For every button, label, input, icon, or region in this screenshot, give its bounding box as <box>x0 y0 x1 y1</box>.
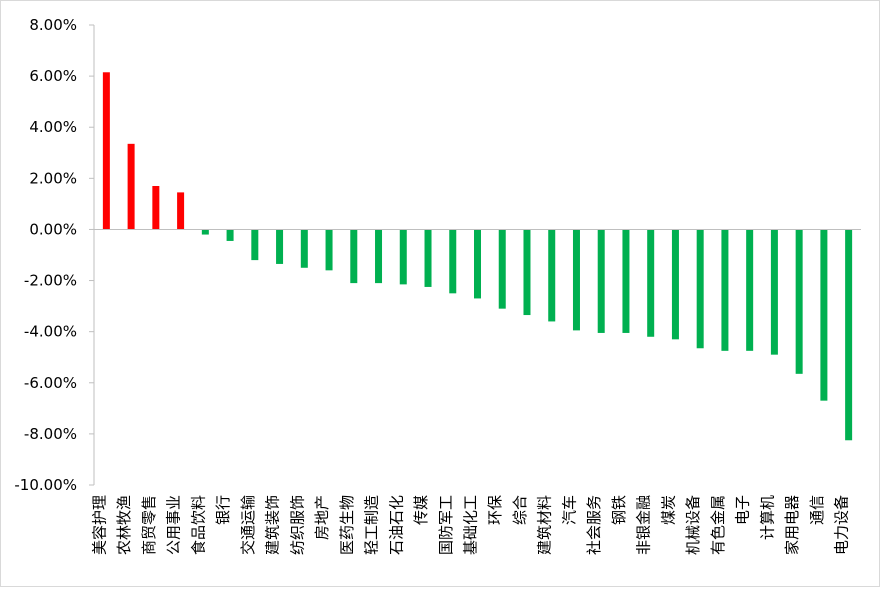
x-tick-label: 钢铁 <box>610 495 628 525</box>
bar-非银金融 <box>647 229 655 337</box>
bar-食品饮料 <box>201 229 209 235</box>
bar-环保 <box>498 229 506 309</box>
bar-银行 <box>226 229 234 241</box>
y-tick-label: -10.00% <box>14 476 77 494</box>
x-tick-label: 公用事业 <box>165 495 183 555</box>
y-axis: 8.00% 6.00% 4.00% 2.00% 0.00% -2.00% -4.00% -6.… <box>14 16 95 494</box>
x-tick-label: 商贸零售 <box>140 495 158 555</box>
x-tick-label: 家用电器 <box>783 495 801 555</box>
x-tick-label: 建筑装饰 <box>264 495 282 555</box>
x-tick-label: 基础化工 <box>462 495 480 555</box>
bar-房地产 <box>325 229 333 271</box>
y-tick-label: 4.00% <box>29 118 77 136</box>
bar-美容护理 <box>102 72 110 230</box>
x-tick-label: 银行 <box>214 495 232 525</box>
x-tick-label: 机械设备 <box>684 495 702 555</box>
bar-煤炭 <box>671 229 679 340</box>
x-tick-label: 建筑材料 <box>536 495 554 555</box>
bar-通信 <box>820 229 828 401</box>
y-tick-label: -8.00% <box>24 425 77 443</box>
x-tick-label: 房地产 <box>313 495 331 540</box>
x-tick-label: 环保 <box>486 495 504 525</box>
x-tick-label: 电子 <box>734 495 752 525</box>
x-tick-label: 轻工制造 <box>363 495 381 555</box>
x-tick-label: 汽车 <box>560 495 578 525</box>
bar-农林牧渔 <box>127 143 135 230</box>
bar-医药生物 <box>350 229 358 284</box>
bar-建筑材料 <box>548 229 556 322</box>
x-tick-label: 社会服务 <box>585 495 603 555</box>
bar-国防军工 <box>449 229 457 294</box>
bar-综合 <box>523 229 531 316</box>
x-tick-label: 电力设备 <box>833 495 851 555</box>
x-tick-label: 非银金融 <box>635 495 653 555</box>
bar-社会服务 <box>597 229 605 333</box>
x-tick-label: 计算机 <box>758 495 776 540</box>
bar-传媒 <box>424 229 432 287</box>
bars <box>102 72 853 441</box>
y-tick-label: -4.00% <box>24 323 77 341</box>
y-tick-label: -2.00% <box>24 272 77 290</box>
y-tick-label: 6.00% <box>29 67 77 85</box>
x-tick-label: 食品饮料 <box>189 495 207 555</box>
bar-电力设备 <box>845 229 853 441</box>
x-tick-label: 国防军工 <box>437 495 455 555</box>
bar-钢铁 <box>622 229 630 333</box>
y-tick-label: 0.00% <box>29 220 77 238</box>
x-tick-label: 纺织服饰 <box>288 495 306 555</box>
y-tick-label: 8.00% <box>29 16 77 34</box>
bar-有色金属 <box>721 229 729 351</box>
x-tick-label: 农林牧渔 <box>115 495 133 555</box>
bar-机械设备 <box>696 229 704 349</box>
bar-石油石化 <box>399 229 407 285</box>
bar-商贸零售 <box>152 186 160 230</box>
y-tick-label: -6.00% <box>24 374 77 392</box>
x-tick-label: 煤炭 <box>659 495 677 525</box>
x-tick-label: 有色金属 <box>709 495 727 555</box>
bar-交通运输 <box>251 229 259 261</box>
x-tick-label: 石油石化 <box>387 495 405 555</box>
x-tick-label: 医药生物 <box>338 495 356 555</box>
bar-轻工制造 <box>375 229 383 284</box>
x-tick-label: 美容护理 <box>90 495 108 555</box>
bar-公用事业 <box>177 192 185 230</box>
bar-纺织服饰 <box>300 229 308 268</box>
bar-电子 <box>746 229 754 351</box>
x-tick-labels: 美容护理 农林牧渔 商贸零售 公用事业 食品饮料 银行 交通运输 建筑装饰 纺织服饰 房地产 医药生… <box>90 495 850 555</box>
x-tick-label: 交通运输 <box>239 495 257 555</box>
bar-家用电器 <box>795 229 803 374</box>
x-tick-label: 传媒 <box>412 495 430 525</box>
bar-汽车 <box>572 229 580 331</box>
bar-计算机 <box>770 229 778 355</box>
bar-基础化工 <box>474 229 481 299</box>
bar-建筑装饰 <box>276 229 284 264</box>
x-tick-label: 综合 <box>511 495 529 525</box>
x-tick-label: 通信 <box>808 495 826 525</box>
y-tick-label: 2.00% <box>29 169 77 187</box>
